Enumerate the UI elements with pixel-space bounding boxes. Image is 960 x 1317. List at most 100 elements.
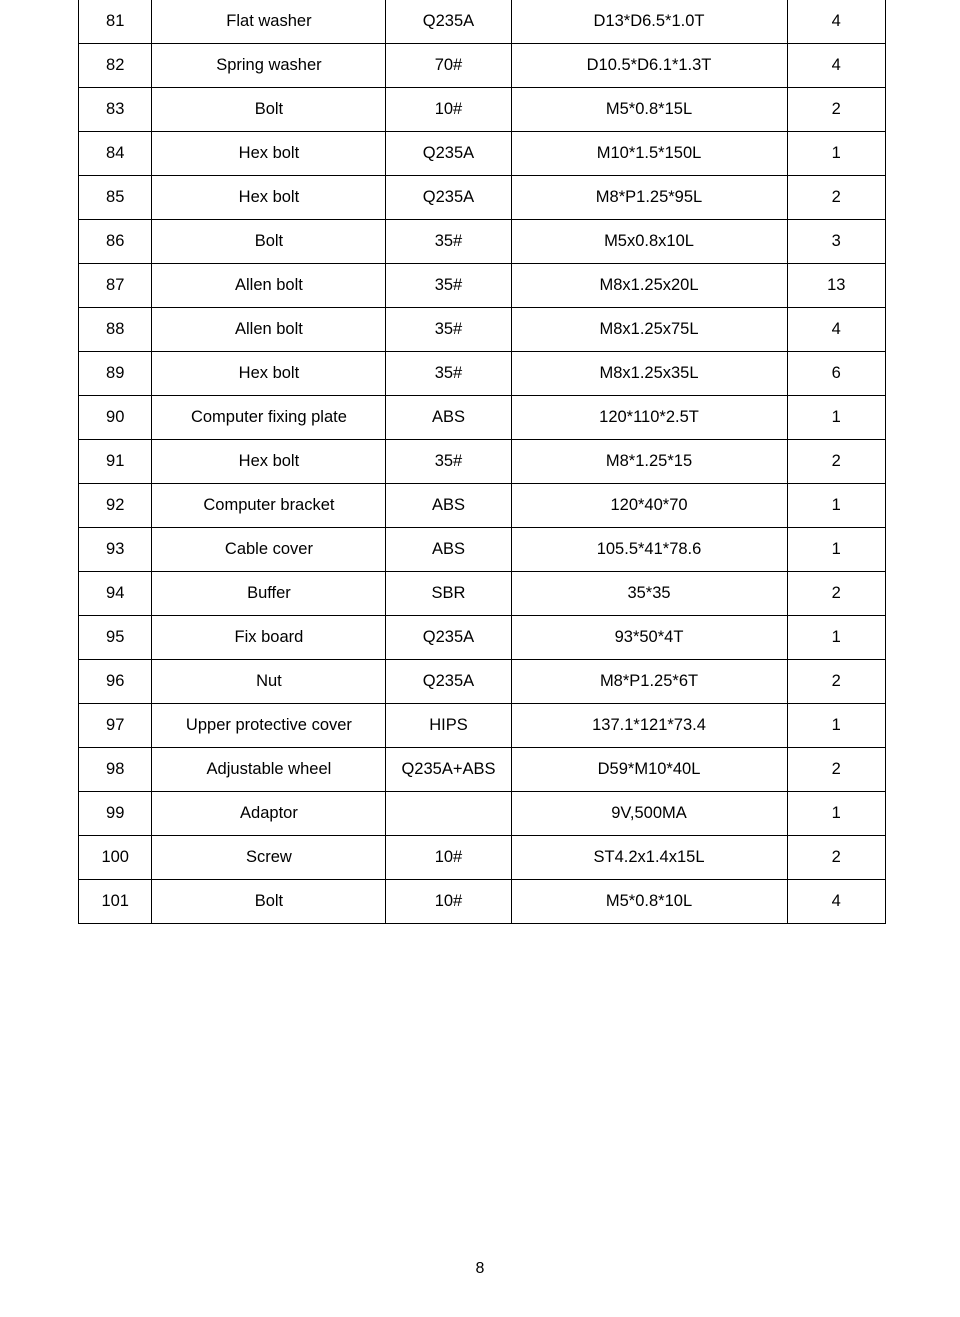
cell-spec: M8x1.25x35L — [511, 352, 787, 396]
cell-material: Q235A — [386, 0, 511, 44]
cell-material: 10# — [386, 836, 511, 880]
cell-name: Spring washer — [152, 44, 386, 88]
cell-no: 81 — [79, 0, 152, 44]
cell-material: 35# — [386, 264, 511, 308]
cell-qty: 13 — [787, 264, 885, 308]
cell-name: Upper protective cover — [152, 704, 386, 748]
cell-material: 10# — [386, 880, 511, 924]
cell-qty: 4 — [787, 308, 885, 352]
table-row: 100 Screw 10# ST4.2x1.4x15L 2 — [79, 836, 886, 880]
cell-no: 91 — [79, 440, 152, 484]
cell-qty: 4 — [787, 44, 885, 88]
cell-no: 93 — [79, 528, 152, 572]
table-row: 85 Hex bolt Q235A M8*P1.25*95L 2 — [79, 176, 886, 220]
cell-material: ABS — [386, 396, 511, 440]
cell-qty: 1 — [787, 396, 885, 440]
cell-name: Computer fixing plate — [152, 396, 386, 440]
cell-no: 95 — [79, 616, 152, 660]
page-content: 81 Flat washer Q235A D13*D6.5*1.0T 4 82 … — [78, 0, 886, 924]
cell-spec: 137.1*121*73.4 — [511, 704, 787, 748]
table-row: 101 Bolt 10# M5*0.8*10L 4 — [79, 880, 886, 924]
cell-no: 82 — [79, 44, 152, 88]
table-row: 94 Buffer SBR 35*35 2 — [79, 572, 886, 616]
cell-material: ABS — [386, 528, 511, 572]
table-row: 86 Bolt 35# M5x0.8x10L 3 — [79, 220, 886, 264]
table-row: 96 Nut Q235A M8*P1.25*6T 2 — [79, 660, 886, 704]
cell-no: 83 — [79, 88, 152, 132]
cell-no: 94 — [79, 572, 152, 616]
cell-spec: M5*0.8*15L — [511, 88, 787, 132]
cell-spec: M8*1.25*15 — [511, 440, 787, 484]
cell-qty: 1 — [787, 528, 885, 572]
cell-material: Q235A — [386, 616, 511, 660]
cell-spec: M8*P1.25*6T — [511, 660, 787, 704]
cell-no: 88 — [79, 308, 152, 352]
cell-material: SBR — [386, 572, 511, 616]
page-number: 8 — [0, 1260, 960, 1278]
table-row: 92 Computer bracket ABS 120*40*70 1 — [79, 484, 886, 528]
cell-spec: M8*P1.25*95L — [511, 176, 787, 220]
cell-name: Allen bolt — [152, 308, 386, 352]
cell-name: Adaptor — [152, 792, 386, 836]
cell-spec: D13*D6.5*1.0T — [511, 0, 787, 44]
table-row: 87 Allen bolt 35# M8x1.25x20L 13 — [79, 264, 886, 308]
cell-spec: M5x0.8x10L — [511, 220, 787, 264]
table-row: 93 Cable cover ABS 105.5*41*78.6 1 — [79, 528, 886, 572]
cell-name: Cable cover — [152, 528, 386, 572]
cell-spec: D59*M10*40L — [511, 748, 787, 792]
cell-name: Buffer — [152, 572, 386, 616]
cell-qty: 2 — [787, 748, 885, 792]
cell-material: 10# — [386, 88, 511, 132]
table-row: 88 Allen bolt 35# M8x1.25x75L 4 — [79, 308, 886, 352]
table-row: 95 Fix board Q235A 93*50*4T 1 — [79, 616, 886, 660]
cell-qty: 1 — [787, 616, 885, 660]
cell-no: 87 — [79, 264, 152, 308]
table-row: 99 Adaptor 9V,500MA 1 — [79, 792, 886, 836]
parts-table: 81 Flat washer Q235A D13*D6.5*1.0T 4 82 … — [78, 0, 886, 924]
table-row: 98 Adjustable wheel Q235A+ABS D59*M10*40… — [79, 748, 886, 792]
cell-name: Hex bolt — [152, 132, 386, 176]
cell-name: Computer bracket — [152, 484, 386, 528]
cell-qty: 4 — [787, 0, 885, 44]
cell-spec: 9V,500MA — [511, 792, 787, 836]
cell-spec: 35*35 — [511, 572, 787, 616]
cell-qty: 2 — [787, 572, 885, 616]
table-row: 91 Hex bolt 35# M8*1.25*15 2 — [79, 440, 886, 484]
cell-name: Bolt — [152, 220, 386, 264]
cell-qty: 2 — [787, 88, 885, 132]
table-row: 84 Hex bolt Q235A M10*1.5*150L 1 — [79, 132, 886, 176]
table-row: 81 Flat washer Q235A D13*D6.5*1.0T 4 — [79, 0, 886, 44]
cell-spec: M8x1.25x75L — [511, 308, 787, 352]
cell-qty: 3 — [787, 220, 885, 264]
cell-material: Q235A — [386, 132, 511, 176]
cell-material: 35# — [386, 352, 511, 396]
cell-spec: 120*40*70 — [511, 484, 787, 528]
cell-no: 86 — [79, 220, 152, 264]
cell-no: 85 — [79, 176, 152, 220]
cell-material: HIPS — [386, 704, 511, 748]
cell-material: ABS — [386, 484, 511, 528]
cell-name: Screw — [152, 836, 386, 880]
cell-spec: D10.5*D6.1*1.3T — [511, 44, 787, 88]
cell-name: Nut — [152, 660, 386, 704]
cell-name: Bolt — [152, 88, 386, 132]
cell-qty: 1 — [787, 132, 885, 176]
table-row: 90 Computer fixing plate ABS 120*110*2.5… — [79, 396, 886, 440]
cell-spec: 120*110*2.5T — [511, 396, 787, 440]
cell-no: 101 — [79, 880, 152, 924]
cell-material: 70# — [386, 44, 511, 88]
cell-no: 92 — [79, 484, 152, 528]
cell-qty: 4 — [787, 880, 885, 924]
table-row: 97 Upper protective cover HIPS 137.1*121… — [79, 704, 886, 748]
cell-qty: 1 — [787, 704, 885, 748]
cell-material: 35# — [386, 440, 511, 484]
cell-material: 35# — [386, 308, 511, 352]
cell-name: Allen bolt — [152, 264, 386, 308]
cell-material: Q235A — [386, 660, 511, 704]
table-row: 83 Bolt 10# M5*0.8*15L 2 — [79, 88, 886, 132]
cell-material: Q235A — [386, 176, 511, 220]
cell-spec: M5*0.8*10L — [511, 880, 787, 924]
cell-qty: 2 — [787, 836, 885, 880]
cell-qty: 1 — [787, 792, 885, 836]
cell-name: Bolt — [152, 880, 386, 924]
